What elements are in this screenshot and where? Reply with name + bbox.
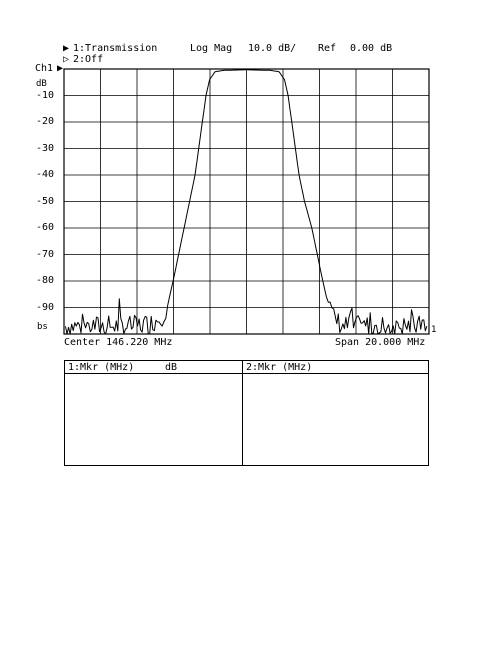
scale-label: 10.0 dB/	[248, 43, 297, 54]
ytick-label: -30	[36, 143, 55, 154]
marker-table: 1:Mkr (MHz) dB 2:Mkr (MHz)	[64, 360, 429, 466]
ytick-label: -70	[36, 249, 55, 260]
plot-grid	[64, 69, 429, 334]
ytick-label: -90	[36, 302, 55, 313]
marker1-column-header: 1:Mkr (MHz)	[68, 362, 135, 373]
marker-table-header-divider	[65, 373, 428, 374]
marker1-unit-header: dB	[165, 362, 178, 373]
bottom-marker: bs	[37, 322, 48, 332]
channel-label: Ch1	[35, 63, 54, 74]
channel1-marker-icon: ▶	[63, 43, 70, 54]
unit-label: dB	[36, 79, 47, 89]
center-frequency: Center 146.220 MHz	[64, 337, 173, 348]
right-marker: 1	[431, 325, 437, 335]
channel2-marker-icon: ▷	[63, 54, 70, 65]
ref-value: 0.00 dB	[350, 43, 393, 54]
marker-table-column-divider	[242, 361, 243, 465]
ytick-label: -80	[36, 275, 55, 286]
ytick-label: -10	[36, 90, 55, 101]
transmission-trace	[65, 69, 428, 335]
channel1-label: 1:Transmission	[73, 43, 158, 54]
plot-frame	[63, 68, 430, 335]
ytick-label: -50	[36, 196, 55, 207]
format-label: Log Mag	[190, 43, 233, 54]
channel2-label: 2:Off	[73, 54, 104, 65]
marker2-column-header: 2:Mkr (MHz)	[246, 362, 313, 373]
span-frequency: Span 20.000 MHz	[335, 337, 426, 348]
ytick-label: -40	[36, 169, 55, 180]
ytick-label: -20	[36, 116, 55, 127]
ytick-label: -60	[36, 222, 55, 233]
ref-label: Ref	[318, 43, 337, 54]
channel-ref-marker-icon: ▶	[57, 63, 64, 74]
